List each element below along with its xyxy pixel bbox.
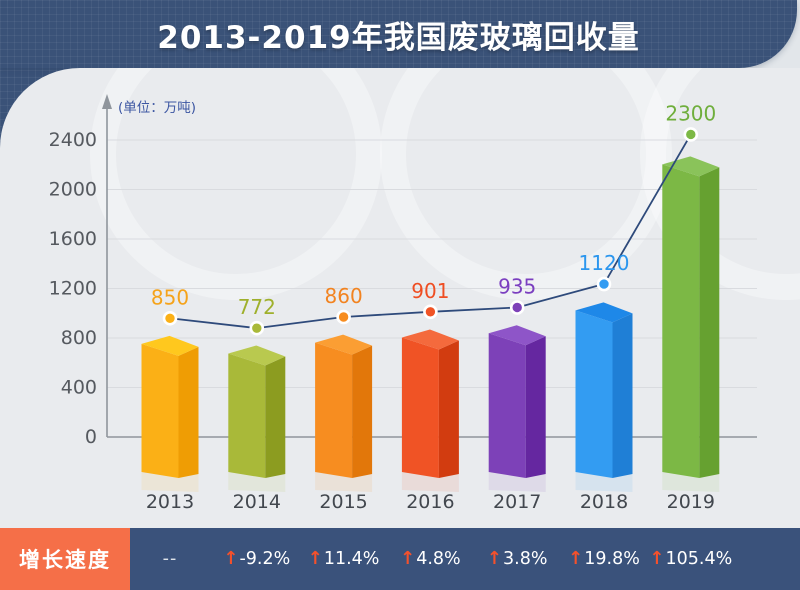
bar-reflection bbox=[141, 472, 199, 492]
chart-card: 0 400 800 1200 1600 2000 2400 850 2013 772 2014 860… bbox=[0, 68, 800, 528]
growth-value-text: -- bbox=[162, 549, 178, 569]
growth-value-text: 11.4% bbox=[323, 549, 380, 569]
value-label: 901 bbox=[411, 279, 449, 303]
y-axis-unit-label: (单位：万吨) bbox=[118, 100, 197, 116]
value-label: 2300 bbox=[665, 101, 716, 125]
growth-value: ↑19.8% bbox=[568, 528, 640, 590]
data-point-dot bbox=[509, 300, 525, 315]
up-arrow-icon: ↑ bbox=[486, 548, 502, 569]
bar-top-face bbox=[315, 334, 373, 355]
x-category-label: 2018 bbox=[580, 491, 628, 513]
value-label: 935 bbox=[498, 274, 536, 298]
data-point-dot bbox=[336, 309, 351, 325]
growth-value: ↑4.8% bbox=[400, 528, 461, 590]
up-arrow-icon: ↑ bbox=[223, 548, 239, 569]
bar-front-face bbox=[141, 343, 179, 478]
x-category-label: 2015 bbox=[319, 491, 367, 513]
y-axis-arrow-icon bbox=[102, 94, 112, 109]
y-tick-label: 1600 bbox=[49, 228, 97, 250]
bar-side-face bbox=[352, 345, 373, 478]
growth-value: ↑11.4% bbox=[308, 528, 380, 590]
y-tick-label: 1200 bbox=[49, 278, 97, 300]
data-point-dot bbox=[162, 310, 178, 326]
up-arrow-icon: ↑ bbox=[568, 548, 584, 569]
up-arrow-icon: ↑ bbox=[649, 548, 665, 569]
bar-top-face bbox=[488, 325, 546, 346]
bar-reflection bbox=[315, 472, 373, 492]
bar-top-face bbox=[401, 329, 459, 350]
bar-front-face bbox=[228, 353, 266, 478]
y-tick-label: 400 bbox=[61, 377, 97, 399]
value-label: 850 bbox=[151, 285, 189, 309]
y-tick-label: 2000 bbox=[49, 179, 97, 201]
growth-value-text: 105.4% bbox=[665, 549, 733, 569]
up-arrow-icon: ↑ bbox=[400, 548, 416, 569]
growth-value-text: 4.8% bbox=[416, 549, 461, 569]
data-point-dot bbox=[596, 276, 612, 292]
chart-canvas: 0 400 800 1200 1600 2000 2400 850 2013 772 2014 860… bbox=[49, 94, 757, 513]
growth-rate-title: 增长速度 bbox=[0, 528, 130, 590]
growth-rate-values: -- ↑-9.2% ↑11.4% ↑4.8% ↑3.8% ↑19.8% ↑105.4% bbox=[0, 528, 800, 590]
bar-side-face bbox=[438, 340, 459, 478]
bar-side-face bbox=[699, 167, 720, 478]
bar-top-face bbox=[141, 335, 199, 356]
bar-front-face bbox=[575, 310, 613, 478]
x-category-label: 2013 bbox=[146, 491, 194, 513]
bar-side-face bbox=[525, 336, 546, 478]
growth-value-text: 19.8% bbox=[584, 549, 640, 569]
x-category-label: 2014 bbox=[233, 491, 281, 513]
bar-front-face bbox=[401, 337, 439, 478]
value-label: 772 bbox=[238, 295, 276, 319]
bar-reflection bbox=[401, 472, 459, 492]
bar-top-face bbox=[228, 345, 286, 366]
data-point-dot bbox=[683, 127, 699, 142]
bar-front-face bbox=[315, 342, 353, 478]
data-point-dot bbox=[423, 304, 438, 320]
growth-value: ↑-9.2% bbox=[223, 528, 290, 590]
bar-reflection bbox=[575, 472, 633, 492]
y-tick-label: 0 bbox=[85, 426, 97, 448]
bar-top-face bbox=[662, 156, 720, 177]
bar-reflection bbox=[228, 472, 286, 492]
bar-side-face bbox=[178, 346, 199, 478]
bar-front-face bbox=[662, 164, 700, 478]
header-banner: 2013-2019年我国废玻璃回收量 bbox=[0, 0, 797, 68]
growth-value: -- bbox=[163, 528, 178, 590]
growth-value: ↑3.8% bbox=[487, 528, 548, 590]
growth-value: ↑105.4% bbox=[649, 528, 732, 590]
bar-top-face bbox=[575, 302, 633, 323]
up-arrow-icon: ↑ bbox=[307, 548, 323, 569]
y-tick-label: 2400 bbox=[49, 129, 97, 151]
bar-reflection bbox=[662, 472, 720, 492]
x-category-label: 2017 bbox=[493, 491, 541, 513]
growth-value-text: -9.2% bbox=[239, 549, 291, 569]
bar-reflection bbox=[488, 472, 546, 492]
bar-side-face bbox=[265, 356, 286, 478]
y-tick-label: 800 bbox=[61, 327, 97, 349]
x-category-label: 2016 bbox=[406, 491, 454, 513]
growth-rate-bar: 增长速度 -- ↑-9.2% ↑11.4% ↑4.8% ↑3.8% ↑19.8% ↑105.… bbox=[0, 528, 800, 590]
bar-side-face bbox=[612, 313, 633, 478]
page-title: 2013-2019年我国废玻璃回收量 bbox=[157, 19, 640, 56]
growth-value-text: 3.8% bbox=[503, 549, 548, 569]
value-label: 860 bbox=[325, 284, 363, 308]
x-category-label: 2019 bbox=[667, 491, 715, 513]
data-point-dot bbox=[249, 320, 265, 336]
value-label: 1120 bbox=[579, 251, 630, 275]
bar-front-face bbox=[488, 333, 526, 478]
